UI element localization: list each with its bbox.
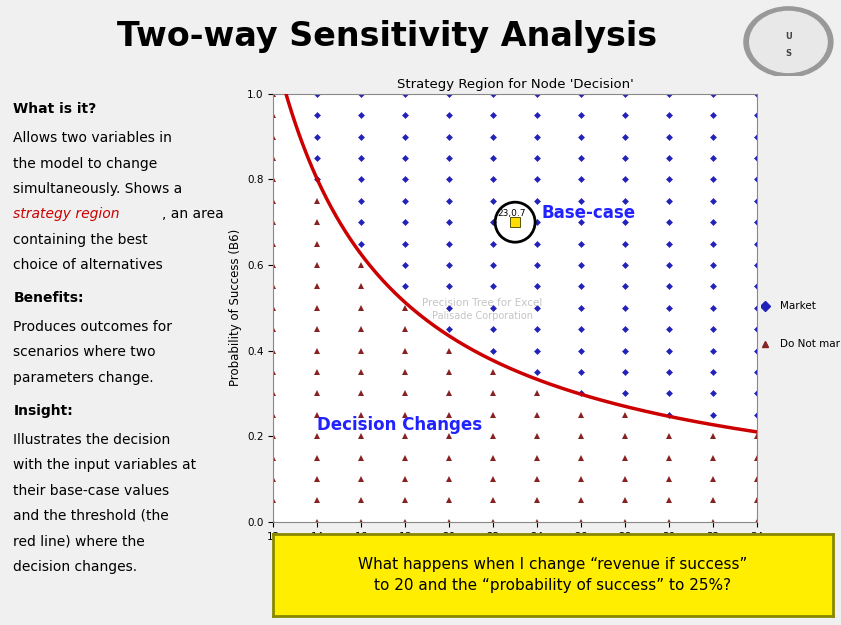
- Text: Do Not market: Do Not market: [780, 339, 841, 349]
- Text: strategy region: strategy region: [13, 208, 120, 221]
- Text: Decision Changes: Decision Changes: [317, 416, 483, 434]
- Text: decision changes.: decision changes.: [13, 560, 137, 574]
- Text: their base-case values: their base-case values: [13, 484, 170, 498]
- Text: Produces outcomes for: Produces outcomes for: [13, 320, 172, 334]
- Text: simultaneously. Shows a: simultaneously. Shows a: [13, 182, 182, 196]
- Text: Palisade Corporation: Palisade Corporation: [431, 311, 532, 321]
- Y-axis label: Probability of Success (B6): Probability of Success (B6): [229, 229, 241, 386]
- Text: Allows two variables in: Allows two variables in: [13, 131, 172, 145]
- Text: Market: Market: [780, 301, 816, 311]
- Text: scenarios where two: scenarios where two: [13, 346, 156, 359]
- Circle shape: [744, 7, 833, 77]
- Text: U: U: [785, 32, 792, 41]
- Text: 23,0.7: 23,0.7: [497, 209, 526, 218]
- Text: , an area: , an area: [162, 208, 224, 221]
- Text: parameters change.: parameters change.: [13, 371, 154, 385]
- X-axis label: Revenue if success (B3): Revenue if success (B3): [445, 547, 585, 560]
- Text: with the input variables at: with the input variables at: [13, 458, 197, 472]
- Text: Insight:: Insight:: [13, 404, 73, 418]
- Text: What is it?: What is it?: [13, 102, 97, 116]
- Text: Base-case: Base-case: [542, 204, 636, 222]
- Text: and the threshold (the: and the threshold (the: [13, 509, 169, 523]
- Circle shape: [750, 11, 827, 72]
- Text: red line) where the: red line) where the: [13, 534, 145, 548]
- Text: containing the best: containing the best: [13, 232, 148, 247]
- Text: Benefits:: Benefits:: [13, 291, 84, 305]
- Text: What happens when I change “revenue if success”
to 20 and the “probability of su: What happens when I change “revenue if s…: [358, 557, 748, 593]
- Text: Precision Tree for Excel: Precision Tree for Excel: [422, 298, 542, 308]
- Title: Strategy Region for Node 'Decision': Strategy Region for Node 'Decision': [397, 78, 633, 91]
- Text: the model to change: the model to change: [13, 157, 157, 171]
- Text: S: S: [785, 49, 791, 58]
- Text: choice of alternatives: choice of alternatives: [13, 258, 163, 272]
- Text: Illustrates the decision: Illustrates the decision: [13, 433, 171, 447]
- Text: Two-way Sensitivity Analysis: Two-way Sensitivity Analysis: [117, 20, 657, 53]
